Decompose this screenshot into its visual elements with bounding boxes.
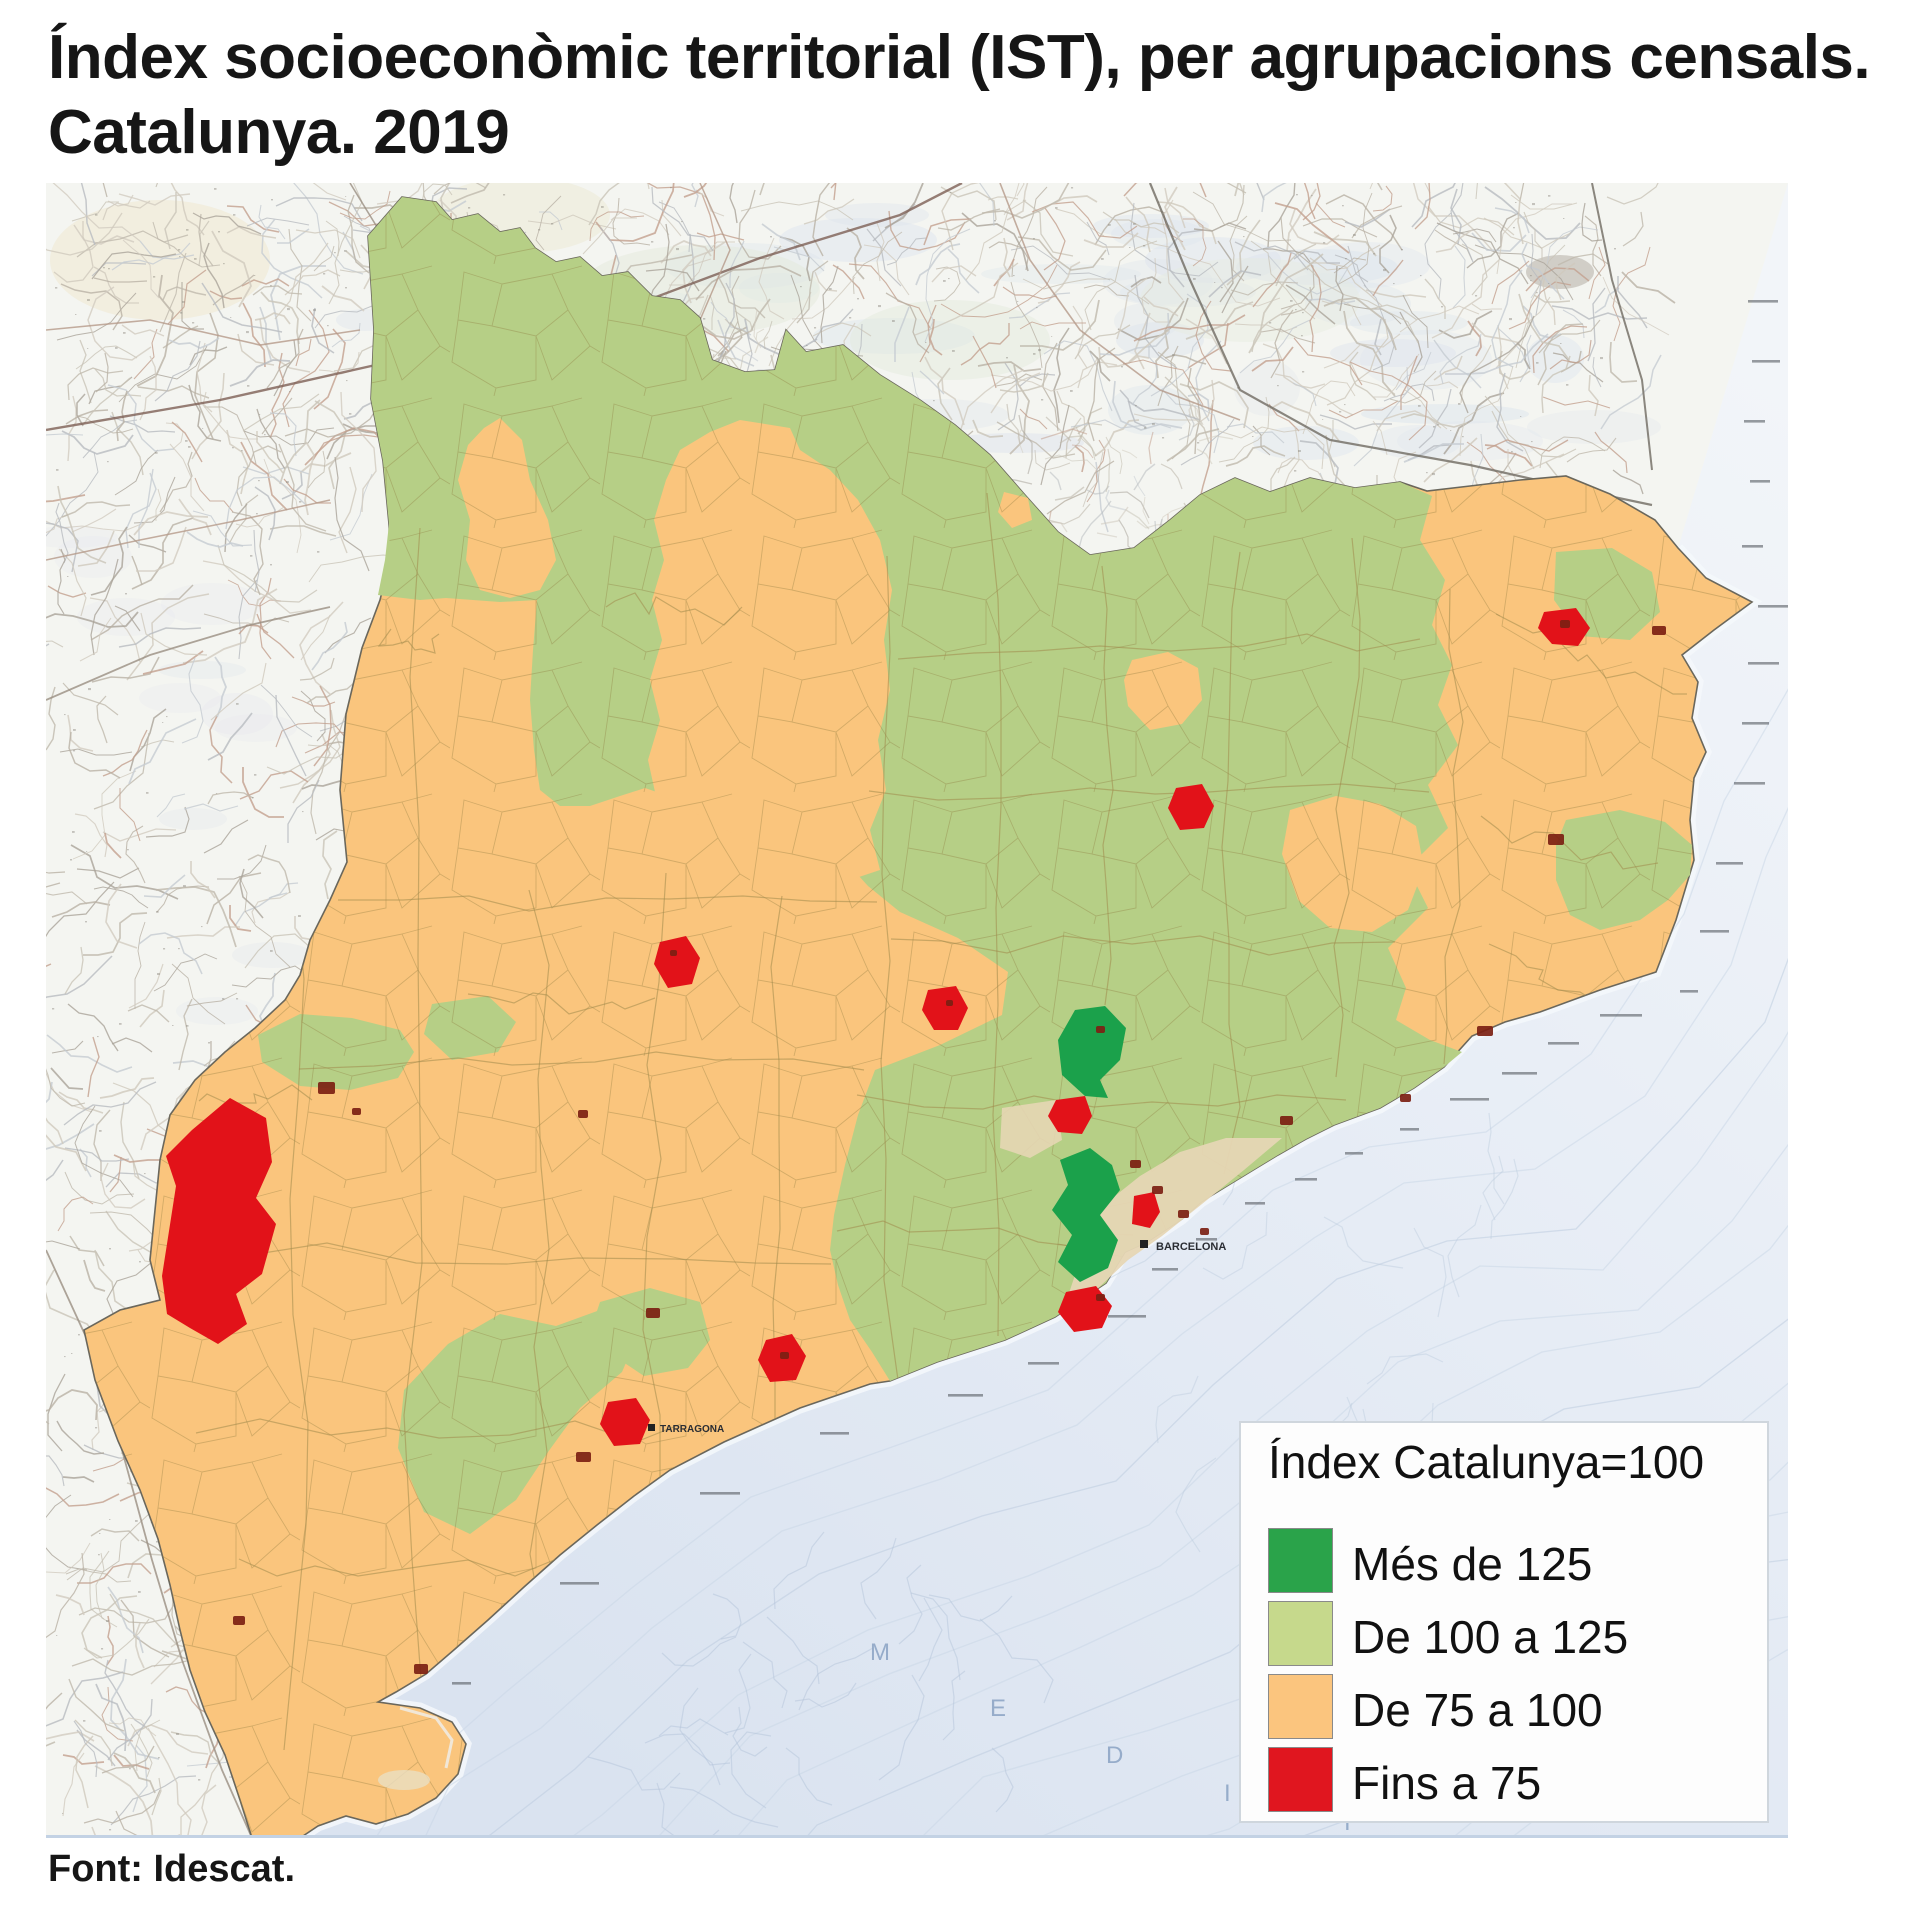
- svg-text:D: D: [1106, 1742, 1123, 1769]
- svg-text:E: E: [990, 1695, 1006, 1722]
- svg-text:BARCELONA: BARCELONA: [1156, 1241, 1226, 1253]
- svg-text:M: M: [870, 1639, 890, 1666]
- svg-text:I: I: [1224, 1780, 1231, 1807]
- svg-text:TARRAGONA: TARRAGONA: [660, 1424, 724, 1435]
